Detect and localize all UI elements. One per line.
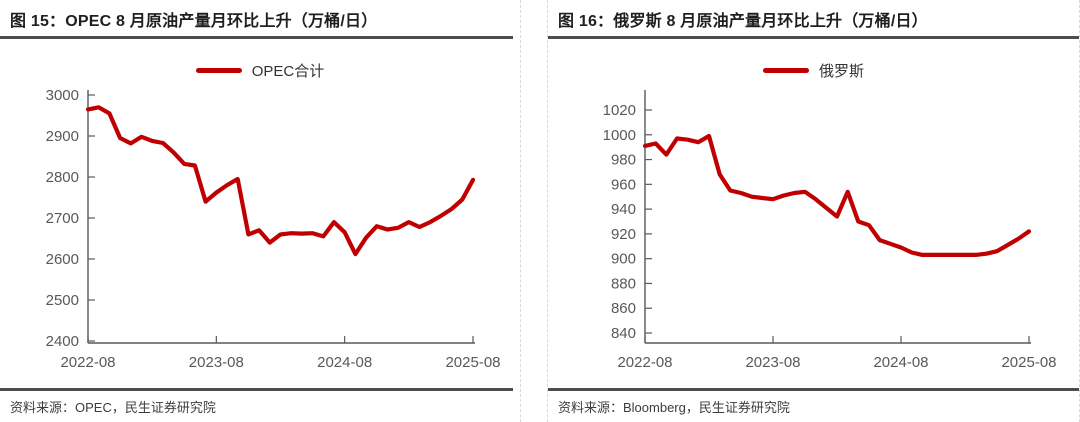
y-tick-label: 940 (611, 201, 636, 218)
y-tick-label: 2700 (46, 210, 79, 227)
russia-line-chart: 840 860 880 900 920 940 960 980 1000 1020 2022-08 2… (603, 90, 1057, 371)
x-tick-label: 2022-08 (60, 354, 115, 371)
x-tick-label: 2024-08 (873, 354, 928, 371)
title-underline (548, 36, 1079, 39)
y-tick-label: 1000 (603, 127, 636, 144)
panel-opec: 图 15：OPEC 8 月原油产量月环比上升（万桶/日） OPEC合计 2400… (0, 0, 521, 422)
y-tick-label: 1020 (603, 102, 636, 119)
x-tick-label: 2025-08 (1001, 354, 1056, 371)
x-tick-label: 2023-08 (745, 354, 800, 371)
x-tick-label: 2024-08 (317, 354, 372, 371)
figure-title-russia: 图 16：俄罗斯 8 月原油产量月环比上升（万桶/日） (558, 13, 928, 30)
legend-label: 俄罗斯 (818, 62, 864, 80)
y-tick-label: 920 (611, 226, 636, 243)
title-underline (0, 36, 513, 39)
data-series-line (642, 133, 1032, 257)
y-tick-label: 2900 (46, 128, 79, 145)
legend-russia: 俄罗斯 (548, 58, 1079, 82)
y-tick-label: 840 (611, 325, 636, 342)
y-tick-label: 2500 (46, 292, 79, 309)
y-tick-label: 960 (611, 176, 636, 193)
y-tick-label: 900 (611, 251, 636, 268)
data-series-line (85, 105, 476, 257)
legend-label: OPEC合计 (251, 62, 325, 80)
x-tick-label: 2025-08 (445, 354, 500, 371)
footer-rule (0, 388, 513, 391)
legend-line-swatch (195, 67, 242, 73)
y-tick-label: 880 (611, 275, 636, 292)
column-divider (521, 0, 548, 422)
y-tick-label: 2600 (46, 251, 79, 268)
panel-russia: 图 16：俄罗斯 8 月原油产量月环比上升（万桶/日） 俄罗斯 840 860 88… (548, 0, 1079, 422)
source-note-russia: 资料来源：Bloomberg，民生证券研究院 (558, 400, 790, 415)
legend-line-swatch (762, 67, 809, 73)
y-tick-label: 2800 (46, 169, 79, 186)
source-note-opec: 资料来源：OPEC，民生证券研究院 (10, 400, 216, 415)
x-tick-label: 2022-08 (617, 354, 672, 371)
legend-opec: OPEC合计 (0, 58, 520, 82)
x-tick-label: 2023-08 (189, 354, 244, 371)
y-tick-label: 2400 (46, 333, 79, 350)
footer-rule (548, 388, 1079, 391)
y-tick-label: 980 (611, 152, 636, 169)
y-tick-label: 860 (611, 300, 636, 317)
figure-title-opec: 图 15：OPEC 8 月原油产量月环比上升（万桶/日） (10, 13, 378, 30)
opec-line-chart: 2400 2500 2600 2700 2800 2900 3000 2022-08 2023-… (46, 87, 501, 371)
y-tick-label: 3000 (46, 87, 79, 104)
